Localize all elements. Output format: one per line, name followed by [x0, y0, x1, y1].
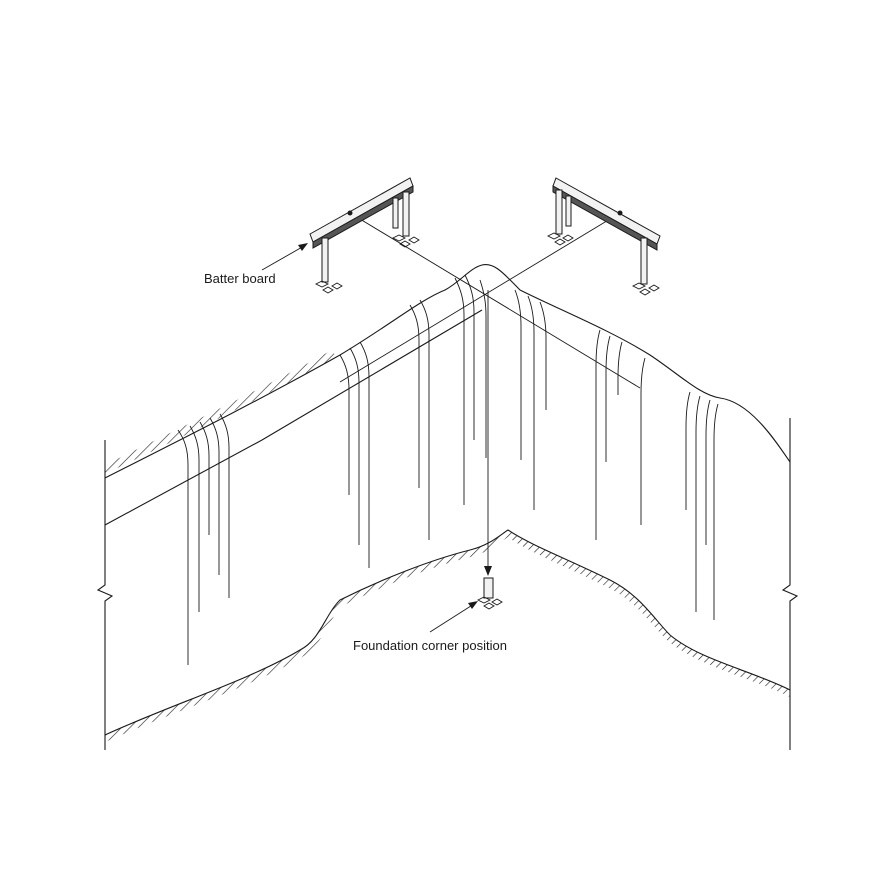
plumb-line: [484, 290, 492, 576]
ground-surface: [104, 264, 791, 479]
string-lines: [339, 212, 641, 389]
batter-board-leader-arrow: [261, 243, 308, 271]
left-section-edge: [96, 440, 114, 750]
trench-edge: [104, 309, 483, 526]
right-batter-stakes-base: [546, 232, 660, 296]
right-section-edge: [781, 418, 799, 750]
soil-hatch-left-ground: [105, 350, 336, 474]
excavation-bottom: [104, 529, 791, 742]
foundation-corner-stake: [476, 577, 503, 610]
left-batter-stakes-base: [314, 234, 420, 294]
right-batter-board: [546, 177, 661, 296]
bank-face-lines: [177, 274, 719, 665]
batter-board-label: Batter board: [204, 271, 276, 286]
foundation-corner-leader-arrow: [429, 601, 478, 633]
soil-hatch-bottom: [105, 530, 790, 742]
foundation-corner-label: Foundation corner position: [353, 638, 507, 653]
left-batter-board: [309, 177, 420, 294]
